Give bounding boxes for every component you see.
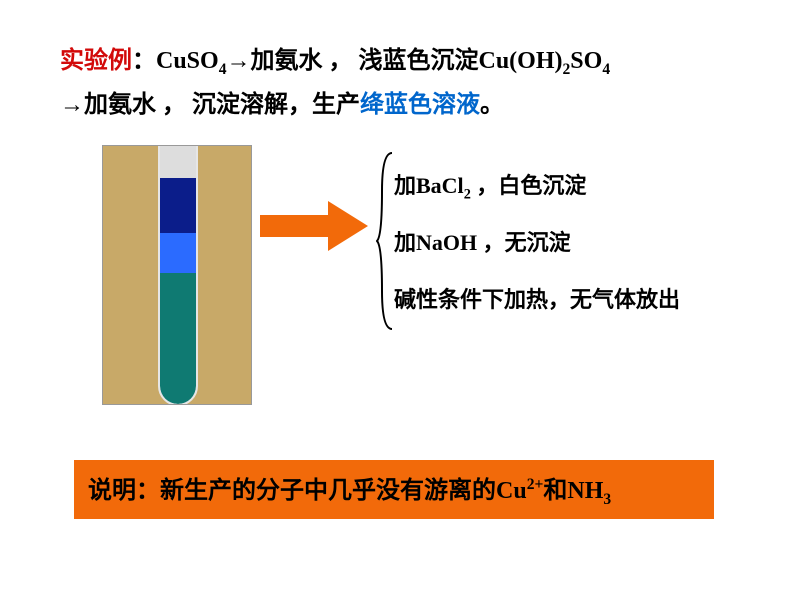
experiment-title: 实验例：CuSO4→加氨水 ， 浅蓝色沉淀Cu(OH)2SO4 →加氨水 ， 沉… — [60, 40, 744, 127]
liquid-layer-top — [160, 178, 196, 233]
arrow-icon — [260, 201, 370, 251]
highlight-term: 绛蓝色溶液 — [360, 92, 480, 118]
reaction-item: 加NaOH ，无沉淀 — [394, 214, 680, 271]
test-tube — [158, 145, 198, 405]
reaction-list: 加BaCl2 ，白色沉淀 加NaOH ，无沉淀 碱性条件下加热，无气体放出 — [394, 157, 680, 329]
brace-icon — [376, 151, 394, 331]
liquid-layer-bottom — [160, 273, 196, 404]
reaction-item: 碱性条件下加热，无气体放出 — [394, 271, 680, 328]
title-label: 实验例 — [60, 48, 132, 74]
liquid-layer-mid — [160, 233, 196, 273]
reaction-item: 加BaCl2 ，白色沉淀 — [394, 157, 680, 214]
conclusion-box: 说明：新生产的分子中几乎没有游离的Cu2+和NH3 — [74, 460, 714, 519]
test-tube-image — [102, 145, 252, 405]
diagram-area: 加BaCl2 ，白色沉淀 加NaOH ，无沉淀 碱性条件下加热，无气体放出 — [60, 145, 744, 415]
